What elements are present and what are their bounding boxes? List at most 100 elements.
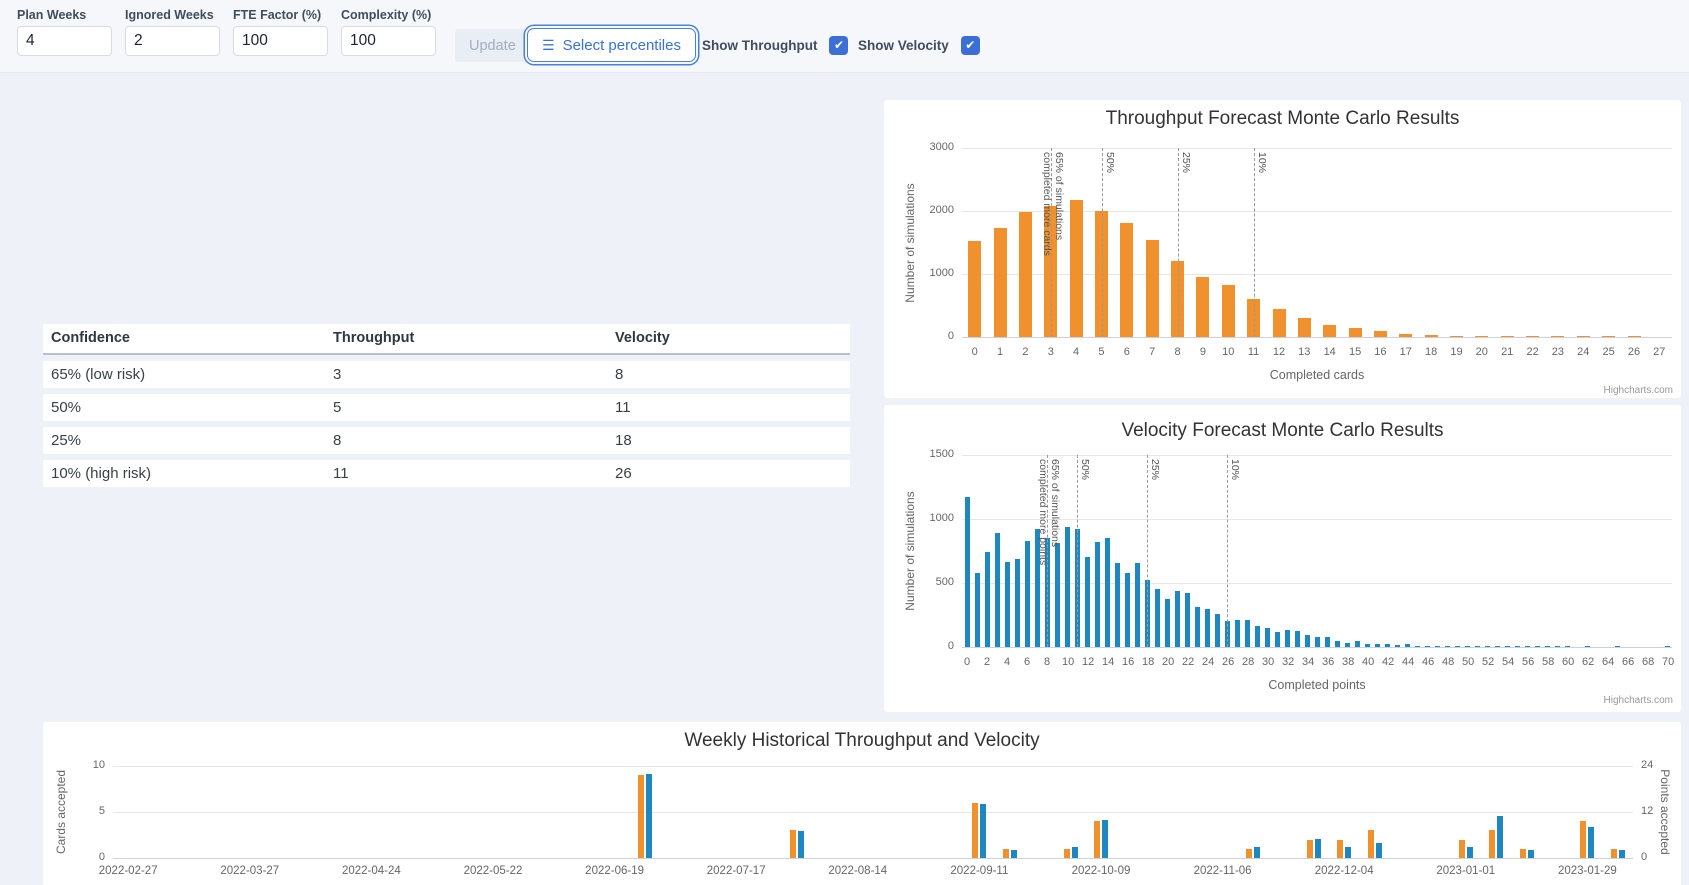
cards-bar [790,830,796,858]
histogram-bar [1264,628,1270,647]
field-input[interactable] [233,26,328,56]
left-axis-tick-label: 10 [92,759,105,771]
histogram-bar [1134,562,1140,647]
cards-bar [1094,821,1100,858]
x-axis-tick-label: 26 [1222,656,1235,668]
table-cell: 26 [607,460,850,487]
toolbar-field-0: Plan Weeks [17,8,112,56]
histogram-bar [1304,634,1310,647]
checkbox[interactable]: ✔ [960,35,980,55]
points-bar [798,831,804,858]
histogram-bar [1514,646,1520,647]
points-bar [1345,846,1352,858]
checkbox-label: Show Throughput [702,37,818,53]
histogram-bar [1084,556,1090,647]
points-bar [980,804,987,858]
points-bar [646,773,652,858]
histogram-bar [1464,646,1470,647]
checkbox[interactable]: ✔ [829,35,849,55]
field-input[interactable] [341,26,436,56]
x-axis-tick-label: 60 [1562,656,1575,668]
field-input[interactable] [125,26,220,56]
y-axis-tick-label: 1000 [929,267,954,279]
histogram-bar [964,497,970,647]
x-axis-tick-label: 22 [1182,656,1195,668]
histogram-bar [1334,641,1340,647]
x-axis-tick-label: 2022-06-19 [585,865,644,877]
cards-bar [1063,848,1070,858]
right-axis-tick-label: 0 [1641,851,1648,863]
percentile-label: 25% [1179,152,1192,174]
x-axis-tick-label: 40 [1362,656,1375,668]
percentile-line [1253,148,1255,337]
check-icon: ✔ [833,38,844,52]
select-percentiles-button[interactable]: ☰ Select percentiles [527,28,696,62]
field-input[interactable] [17,26,112,56]
select-percentiles-label: Select percentiles [562,36,681,54]
gridline [113,858,1633,859]
x-axis-tick-label: 16 [1374,346,1387,358]
x-axis-tick-label: 12 [1082,656,1095,668]
y-axis-tick-label: 500 [935,576,954,588]
cards-bar [1489,830,1496,858]
points-bar [1527,850,1534,858]
histogram-bar [1524,646,1530,647]
x-axis-tick-label: 6 [1023,656,1031,668]
gridline [962,148,1672,149]
x-axis-tick-label: 20 [1162,656,1175,668]
confidence-table: Confidence Throughput Velocity 65% (low ri… [43,318,850,493]
histogram-bar [1444,646,1450,647]
histogram-bar [1500,336,1514,337]
x-axis-tick-label: 44 [1402,656,1415,668]
percentile-line [1077,455,1078,647]
gridline [962,274,1672,275]
histogram-bar [1627,336,1641,337]
x-axis-title: Completed points [1268,678,1366,692]
x-axis-tick-label: 32 [1282,656,1295,668]
update-button[interactable]: Update [455,29,530,62]
histogram-bar [1323,324,1337,337]
x-axis-tick-label: 50 [1462,656,1475,668]
histogram-bar [1164,599,1170,647]
x-axis-tick-label: 2022-03-27 [220,865,280,877]
x-axis-tick-label: 27 [1653,346,1666,358]
points-bar [1618,850,1625,858]
histogram-bar [1054,543,1060,647]
histogram-bar [1114,562,1120,647]
histogram-bar [1475,336,1489,337]
highcharts-credit: Highcharts.com [1603,385,1673,396]
y-axis-title: Number of simulations [903,182,917,303]
x-axis-tick-label: 66 [1622,656,1635,668]
x-axis-tick-label: 20 [1475,346,1488,358]
table-cell: 5 [325,394,607,421]
x-axis-tick-label: 26 [1627,346,1641,358]
y-axis-title: Number of simulations [903,491,917,611]
toolbar-field-1: Ignored Weeks [125,8,220,56]
x-axis-tick-label: 13 [1298,346,1311,358]
toolbar-field-3: Complexity (%) [341,8,436,56]
histogram-bar [1196,277,1210,337]
points-bar [1071,846,1078,858]
histogram-bar [1324,637,1330,647]
table-cell: 65% (low risk) [43,361,325,388]
x-axis-tick-label: 18 [1142,656,1155,668]
gridline [962,583,1672,584]
points-bar [1314,838,1321,858]
points-bar [1375,842,1382,858]
x-axis-tick-label: 46 [1422,656,1435,668]
points-bar [1102,819,1108,858]
percentile-label: 10% [1229,459,1241,481]
x-axis-tick-label: 22 [1526,346,1539,358]
histogram-bar [968,240,982,337]
histogram-bar [1004,561,1010,647]
percentile-line [1101,148,1103,337]
points-bar [1466,846,1473,858]
cards-bar [1337,839,1344,858]
histogram-bar [1664,646,1670,647]
cards-bar [1580,821,1587,858]
histogram-bar [1454,646,1460,647]
gridline [962,211,1672,212]
points-bar [1497,815,1504,858]
histogram-bar [1064,527,1070,647]
histogram-bar [1474,646,1480,647]
